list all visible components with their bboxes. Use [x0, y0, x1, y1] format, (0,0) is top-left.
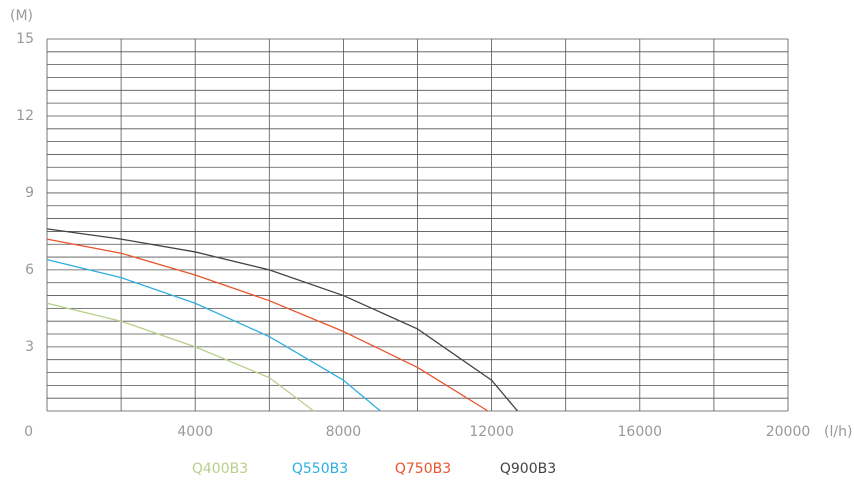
x-tick-label: 12000	[469, 424, 514, 440]
line-series	[46, 259, 381, 412]
legend-entry: Q900B3	[500, 461, 556, 477]
y-axis-label: (M)	[10, 8, 33, 24]
legend-entry: Q550B3	[292, 461, 348, 477]
x-tick-label: 16000	[618, 424, 663, 440]
y-tick-label: 3	[25, 339, 34, 355]
x-tick-label: 20000	[766, 424, 811, 440]
legend-entry: Q750B3	[395, 461, 451, 477]
x-tick-label: 4000	[177, 424, 213, 440]
line-series	[46, 228, 519, 412]
y-tick-label: 12	[16, 108, 34, 124]
line-series	[46, 302, 315, 412]
y-tick-label: 6	[25, 262, 34, 278]
y-tick-label: 9	[25, 185, 34, 201]
legend-entry: Q400B3	[192, 461, 248, 477]
x-tick-label: 8000	[326, 424, 362, 440]
line-series	[46, 238, 489, 412]
x-tick-label: 0	[24, 424, 33, 440]
y-tick-label: 15	[16, 31, 34, 47]
x-axis-label: (l/h)	[824, 424, 852, 440]
